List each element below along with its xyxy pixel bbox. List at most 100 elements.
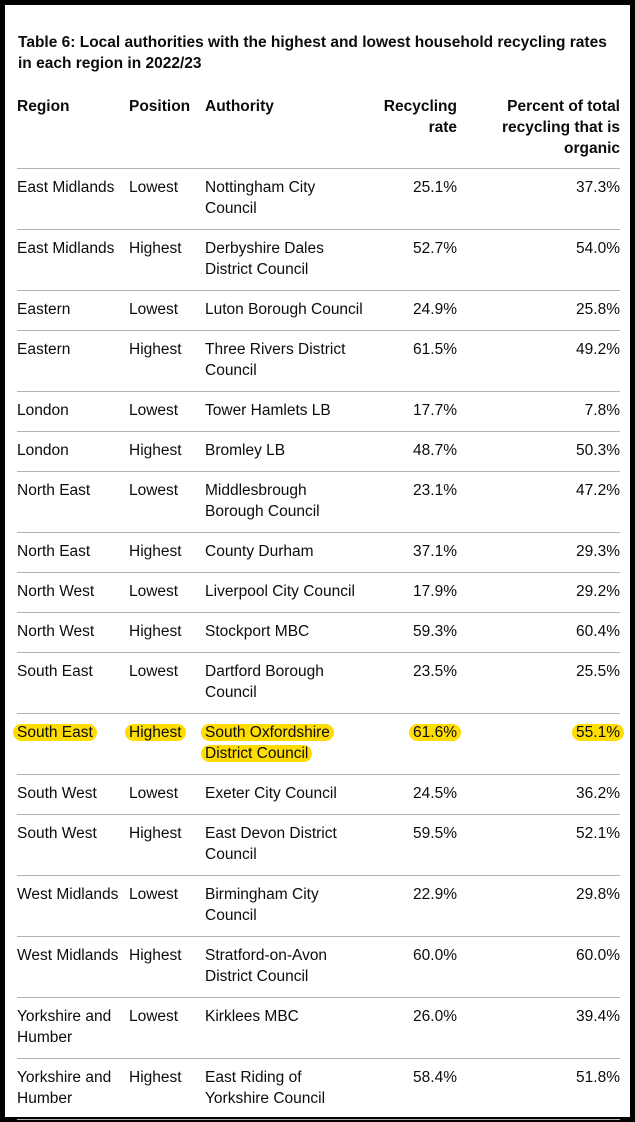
cell-recycling-rate-text: 23.5% (413, 663, 457, 680)
cell-authority: Stockport MBC (205, 612, 373, 653)
cell-position: Lowest (129, 290, 205, 331)
cell-position: Lowest (129, 875, 205, 937)
cell-position: Lowest (129, 391, 205, 432)
cell-region-text: East Midlands (17, 240, 115, 257)
cell-organic-percent-text: 60.0% (576, 947, 620, 964)
cell-authority: Bromley LB (205, 431, 373, 472)
cell-region: North West (17, 612, 129, 653)
cell-position-text: Highest (129, 442, 182, 459)
table-row: London Lowest Tower Hamlets LB 17.7% 7.8% (17, 391, 620, 432)
cell-organic-percent-text: 37.3% (576, 179, 620, 196)
cell-region: London (17, 431, 129, 472)
cell-region-text: Eastern (17, 341, 71, 358)
cell-authority: Middlesbrough Borough Council (205, 471, 373, 533)
cell-authority-text: East Devon District Council (205, 825, 337, 863)
cell-organic-percent: 36.2% (457, 774, 620, 815)
cell-organic-percent-text: 51.8% (576, 1069, 620, 1086)
cell-recycling-rate: 25.1% (373, 168, 457, 230)
cell-region: Yorkshire and Humber (17, 1058, 129, 1120)
cell-position-text: Highest (125, 724, 186, 741)
cell-authority: Kirklees MBC (205, 997, 373, 1059)
cell-recycling-rate: 22.9% (373, 875, 457, 937)
cell-region-text: North West (17, 583, 95, 600)
cell-authority-text: Derbyshire Dales District Council (205, 240, 324, 278)
cell-region: East Midlands (17, 168, 129, 230)
cell-region: North East (17, 532, 129, 573)
cell-region-text: South East (13, 724, 97, 741)
cell-position-text: Lowest (129, 886, 179, 903)
cell-recycling-rate: 61.6% (373, 713, 461, 775)
table-row: Yorkshire and Humber Highest East Riding o… (17, 1058, 620, 1120)
header-authority: Authority (205, 90, 373, 169)
cell-organic-percent-text: 49.2% (576, 341, 620, 358)
cell-organic-percent: 47.2% (457, 471, 620, 533)
cell-authority-text: Birmingham City Council (205, 886, 319, 924)
cell-position-text: Highest (129, 240, 182, 257)
cell-region: South West (17, 774, 129, 815)
cell-authority-text: Three Rivers District Council (205, 341, 346, 379)
cell-region-text: East Midlands (17, 179, 115, 196)
cell-recycling-rate-text: 59.5% (413, 825, 457, 842)
cell-recycling-rate: 37.1% (373, 532, 457, 573)
table-header-row: Region Position Authority Recycling rate… (17, 90, 620, 169)
cell-region: West Midlands (17, 936, 129, 998)
cell-region-text: South East (17, 663, 93, 680)
cell-position-text: Highest (129, 543, 182, 560)
table-caption: Table 6: Local authorities with the high… (18, 34, 607, 72)
cell-organic-percent: 52.1% (457, 814, 620, 876)
cell-authority: Tower Hamlets LB (205, 391, 373, 432)
cell-organic-percent: 7.8% (457, 391, 620, 432)
cell-organic-percent: 25.8% (457, 290, 620, 331)
cell-position: Highest (129, 330, 205, 392)
cell-position-text: Lowest (129, 785, 179, 802)
cell-organic-percent-text: 36.2% (576, 785, 620, 802)
cell-authority-text: Bromley LB (205, 442, 286, 459)
cell-recycling-rate: 24.9% (373, 290, 457, 331)
cell-organic-percent-text: 25.5% (576, 663, 620, 680)
cell-organic-percent-text: 54.0% (576, 240, 620, 257)
table-row: North East Lowest Middlesbrough Borough Co… (17, 471, 620, 533)
cell-authority: County Durham (205, 532, 373, 573)
table-row: West Midlands Highest Stratford-on-Avon Di… (17, 936, 620, 998)
header-organic-percent: Percent of total recycling that is organ… (457, 90, 620, 169)
table-body: East Midlands Lowest Nottingham City Counc… (13, 168, 624, 1120)
cell-authority-text: Nottingham City Council (205, 179, 316, 217)
cell-region: West Midlands (17, 875, 129, 937)
cell-recycling-rate: 23.5% (373, 652, 457, 714)
cell-recycling-rate-text: 48.7% (413, 442, 457, 459)
cell-region-text: West Midlands (17, 886, 119, 903)
cell-region-text: South West (17, 825, 97, 842)
cell-authority-text: East Riding of Yorkshire Council (205, 1069, 326, 1107)
cell-position: Highest (129, 612, 205, 653)
header-recycling-rate: Recycling rate (373, 90, 457, 169)
cell-recycling-rate-text: 22.9% (413, 886, 457, 903)
table-row: East Midlands Lowest Nottingham City Counc… (17, 168, 620, 230)
cell-region: North West (17, 572, 129, 613)
cell-authority: Liverpool City Council (205, 572, 373, 613)
cell-authority-text: Kirklees MBC (205, 1008, 299, 1025)
cell-organic-percent: 39.4% (457, 997, 620, 1059)
table-row: West Midlands Lowest Birmingham City Counc… (17, 875, 620, 937)
cell-position-text: Highest (129, 1069, 182, 1086)
cell-region: Yorkshire and Humber (17, 997, 129, 1059)
cell-organic-percent: 29.8% (457, 875, 620, 937)
cell-authority-text: Liverpool City Council (205, 583, 355, 600)
cell-recycling-rate: 60.0% (373, 936, 457, 998)
cell-region: North East (17, 471, 129, 533)
cell-recycling-rate: 17.7% (373, 391, 457, 432)
cell-region-text: South West (17, 785, 97, 802)
cell-organic-percent-text: 25.8% (576, 301, 620, 318)
table-row: North West Highest Stockport MBC 59.3% 60.4% (17, 612, 620, 653)
cell-position: Lowest (129, 168, 205, 230)
cell-organic-percent-text: 29.2% (576, 583, 620, 600)
recycling-rates-table: Region Position Authority Recycling rate… (13, 90, 624, 1120)
cell-recycling-rate-text: 37.1% (413, 543, 457, 560)
cell-recycling-rate-text: 59.3% (413, 623, 457, 640)
cell-organic-percent: 29.3% (457, 532, 620, 573)
cell-authority: East Riding of Yorkshire Council (205, 1058, 373, 1120)
cell-position: Highest (129, 431, 205, 472)
cell-organic-percent: 37.3% (457, 168, 620, 230)
cell-position: Lowest (129, 572, 205, 613)
cell-region: London (17, 391, 129, 432)
table-row: South East Highest South Oxfordshire Distr… (13, 713, 624, 775)
